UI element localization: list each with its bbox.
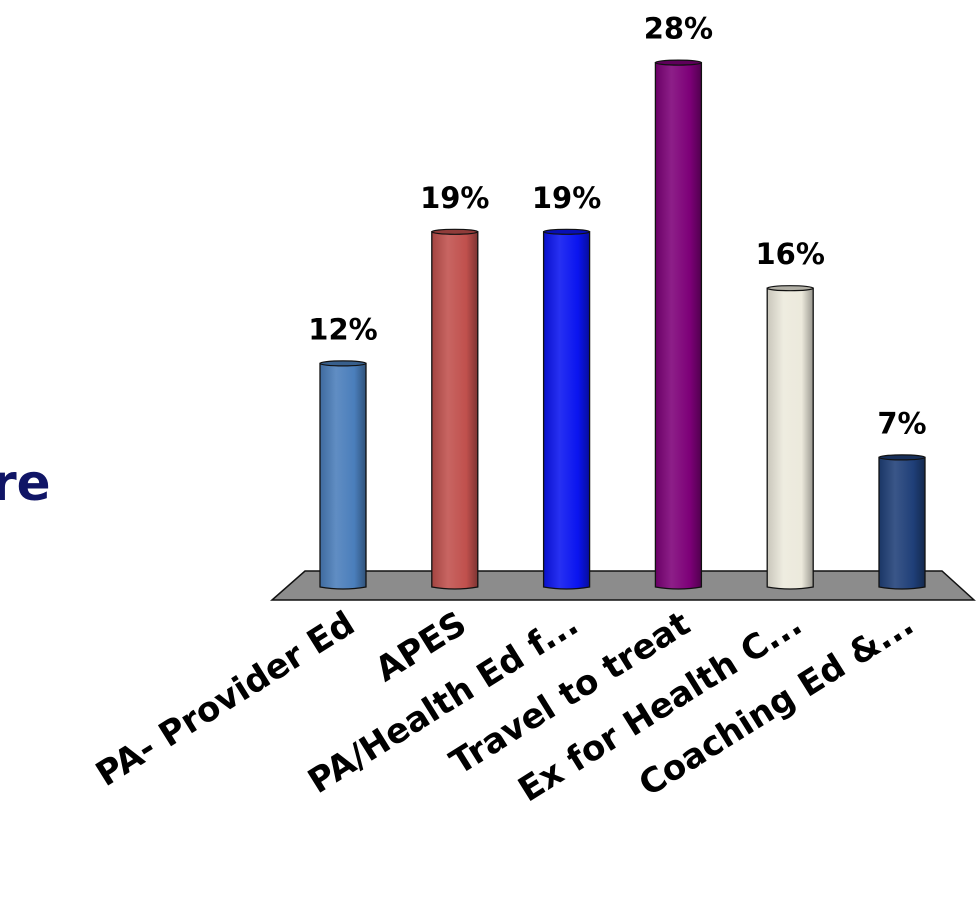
bar-top	[319, 360, 367, 367]
bar-body	[542, 231, 591, 590]
chart-floor	[270, 570, 976, 601]
bar-5	[766, 285, 814, 590]
bar-body	[654, 61, 703, 590]
bar-1	[319, 360, 367, 590]
bar-body	[319, 362, 367, 590]
bar-body	[766, 287, 814, 590]
bar-2	[431, 228, 479, 590]
data-label-4: 28%	[644, 12, 713, 46]
data-label-2: 19%	[420, 181, 489, 215]
bar-top	[654, 59, 703, 66]
data-label-5: 16%	[755, 237, 824, 271]
bar-body	[878, 456, 926, 590]
bar-top	[766, 285, 814, 292]
bar-3	[542, 228, 591, 590]
data-label-1: 12%	[308, 312, 377, 346]
bar-top	[431, 228, 479, 235]
data-label-3: 19%	[532, 181, 601, 215]
bar-body	[431, 231, 479, 590]
bar-top	[542, 228, 591, 235]
data-label-6: 7%	[877, 406, 926, 440]
slide-title-fragment: re	[0, 454, 51, 512]
data-label-group: 12% 19% 19% 28% 16% 7%	[308, 12, 926, 441]
bar-6	[878, 454, 926, 590]
bar-top	[878, 454, 926, 461]
bar-group	[319, 59, 926, 590]
bar-4	[654, 59, 703, 590]
